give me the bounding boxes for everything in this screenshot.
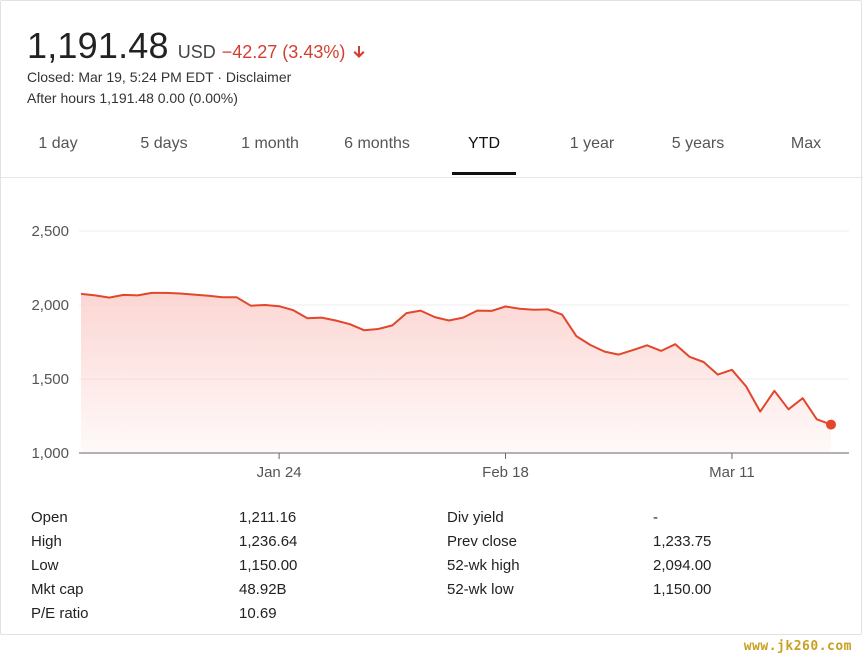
tab-label: 5 days bbox=[140, 135, 188, 152]
stat-label: 52-wk high bbox=[447, 557, 520, 574]
stat-value: - bbox=[653, 509, 658, 526]
y-tick-label: 1,500 bbox=[31, 371, 69, 388]
stat-value: 1,233.75 bbox=[653, 533, 712, 550]
tab-label: 1 day bbox=[38, 135, 78, 152]
stat-value: 10.69 bbox=[239, 605, 277, 622]
watermark-text: www.jk260.com bbox=[743, 639, 852, 654]
tab-label: 6 months bbox=[344, 135, 410, 152]
stat-value: 1,211.16 bbox=[239, 509, 297, 526]
stat-label: Low bbox=[31, 557, 59, 574]
tab-ytd[interactable]: YTD bbox=[452, 119, 516, 175]
stock-quote-card: 1,191.48 USD −42.27 (3.43%) Closed: Mar … bbox=[0, 0, 863, 635]
stat-label: Open bbox=[31, 509, 68, 526]
tab-1-month[interactable]: 1 month bbox=[223, 119, 317, 175]
stat-label: Div yield bbox=[447, 509, 504, 526]
current-price: 1,191.48 bbox=[27, 25, 169, 66]
price-row: 1,191.48 USD −42.27 (3.43%) bbox=[27, 25, 365, 67]
tab-5-days[interactable]: 5 days bbox=[121, 119, 207, 175]
stat-value: 1,150.00 bbox=[239, 557, 298, 574]
tab-label: 5 years bbox=[671, 135, 725, 152]
x-tick-label: Mar 11 bbox=[709, 464, 755, 481]
tab-label: YTD bbox=[468, 135, 500, 152]
y-tick-label: 1,000 bbox=[31, 445, 69, 462]
stat-label: Mkt cap bbox=[31, 581, 84, 598]
y-tick-label: 2,500 bbox=[31, 223, 69, 240]
stat-value: 1,150.00 bbox=[653, 581, 712, 598]
range-tabs: 1 day 5 days 1 month 6 months YTD 1 year… bbox=[1, 119, 863, 178]
price-change: −42.27 (3.43%) bbox=[221, 42, 346, 62]
price-line bbox=[80, 291, 832, 426]
y-tick-label: 2,000 bbox=[31, 297, 69, 314]
price-chart[interactable]: 1,000 1,500 2,000 2,500 Jan 24 Feb 18 Mar 11 bbox=[1, 191, 863, 491]
tab-label: 1 year bbox=[569, 135, 615, 152]
x-tick-label: Jan 24 bbox=[257, 464, 302, 481]
price-area bbox=[81, 292, 831, 453]
last-price-dot bbox=[826, 419, 836, 430]
stat-value: 48.92B bbox=[239, 581, 287, 598]
tab-max[interactable]: Max bbox=[773, 119, 839, 175]
tab-label: 1 month bbox=[241, 135, 299, 152]
market-status: Closed: Mar 19, 5:24 PM EDT · Disclaimer bbox=[27, 69, 292, 85]
tab-6-months[interactable]: 6 months bbox=[331, 119, 423, 175]
arrow-down-icon bbox=[353, 45, 365, 59]
stat-value: 1,236.64 bbox=[239, 533, 298, 550]
tab-label: Max bbox=[790, 135, 822, 152]
x-tick-label: Feb 18 bbox=[482, 464, 529, 481]
stat-value: 2,094.00 bbox=[653, 557, 712, 574]
stat-label: Prev close bbox=[447, 533, 518, 550]
tab-1-day[interactable]: 1 day bbox=[15, 119, 101, 175]
after-hours-quote: After hours 1,191.48 0.00 (0.00%) bbox=[27, 90, 238, 106]
stat-label: 52-wk low bbox=[447, 581, 514, 598]
stat-label: P/E ratio bbox=[31, 605, 89, 622]
tab-5-years[interactable]: 5 years bbox=[655, 119, 741, 175]
stat-label: High bbox=[31, 533, 62, 550]
tab-1-year[interactable]: 1 year bbox=[553, 119, 631, 175]
currency-label: USD bbox=[177, 42, 216, 62]
